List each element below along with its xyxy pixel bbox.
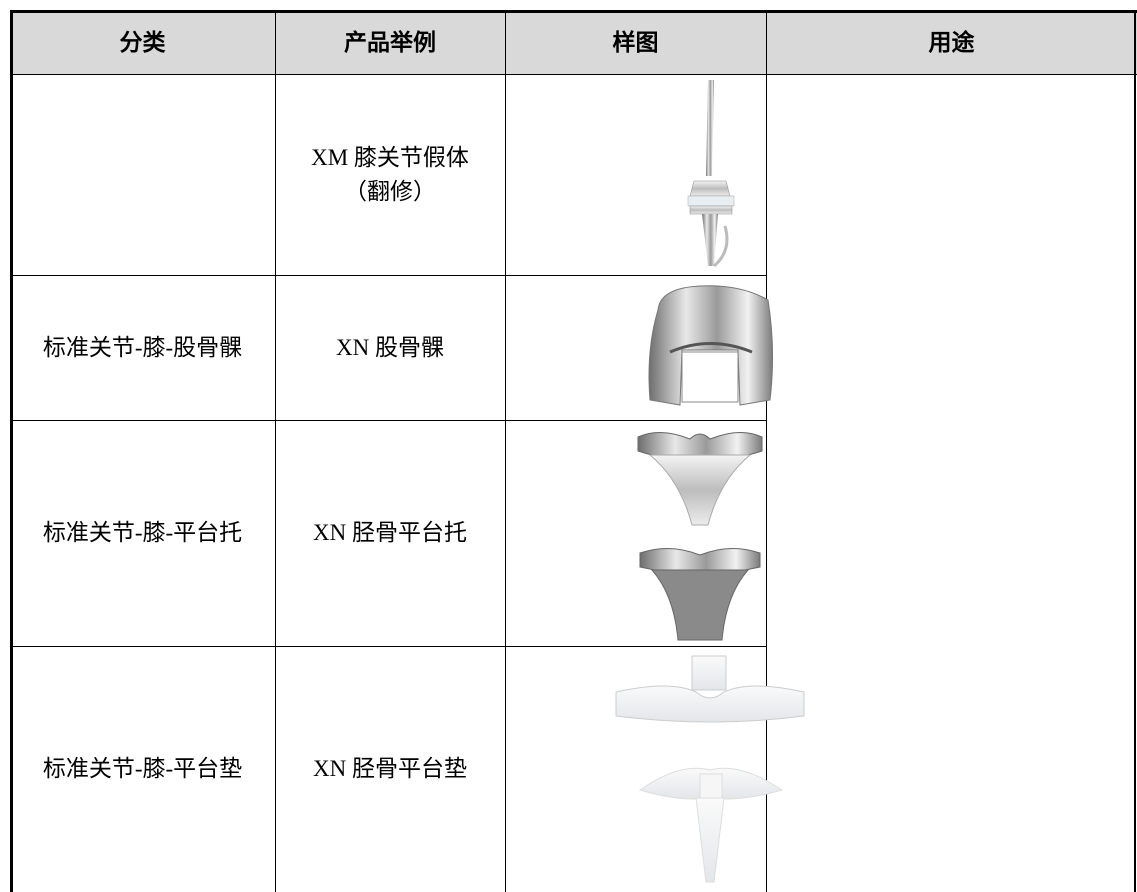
product-cell: XM 膝关节假体 （翻修） (275, 74, 505, 275)
knee-revision-image (687, 80, 735, 268)
header-cell: 样图 (505, 12, 766, 74)
rule (10, 646, 766, 647)
rule (10, 420, 766, 421)
product-line: XM 膝关节假体 (311, 144, 469, 170)
rule (505, 10, 506, 892)
category-cell: 标准关节-膝-平台垫 (42, 756, 243, 781)
header-cell: 分类 (10, 12, 275, 74)
category-cell: 标准关节-膝-股骨髁 (42, 334, 243, 360)
header-cell: 产品举例 (275, 12, 505, 74)
category-cell: 标准关节-膝-平台托 (42, 520, 243, 545)
border (10, 10, 1137, 13)
header-cell: 用途 (766, 12, 1137, 74)
tibial-insert-image (615, 655, 805, 883)
rule (10, 275, 766, 276)
border (1134, 10, 1136, 892)
femoral-condyle-image (648, 285, 774, 406)
product-line: （翻修） (344, 178, 436, 204)
border (10, 10, 13, 892)
rule (10, 74, 1137, 75)
product-cell: XN 股骨髁 (336, 334, 444, 360)
tibial-tray-image (637, 432, 763, 641)
rule (766, 10, 767, 892)
product-cell: XN 胫骨平台垫 (313, 756, 467, 781)
rule (275, 10, 276, 892)
product-cell: XN 胫骨平台托 (313, 520, 467, 545)
